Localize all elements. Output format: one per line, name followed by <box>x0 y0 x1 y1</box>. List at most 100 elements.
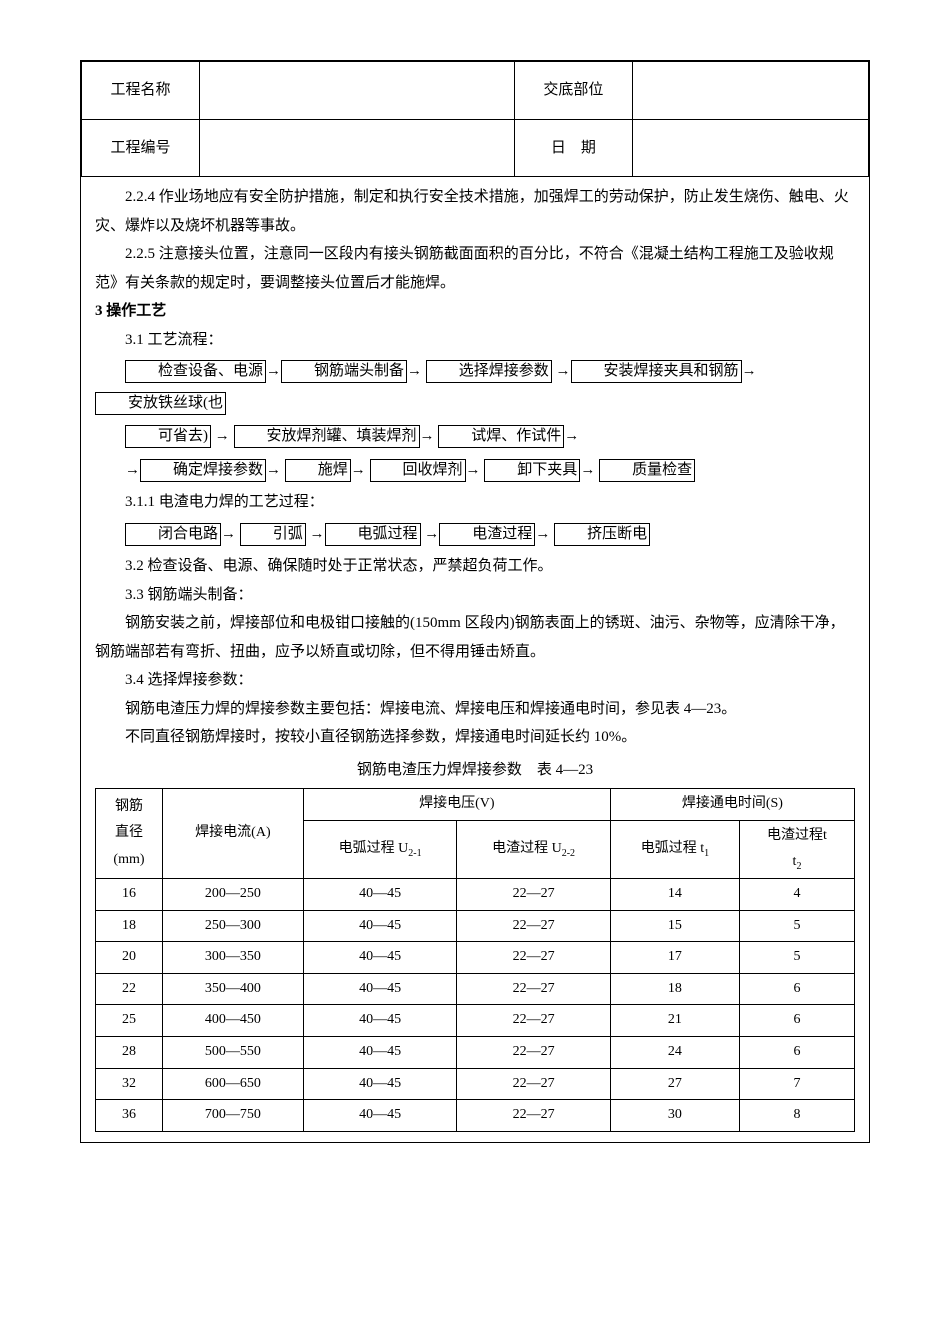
param-cell: 25 <box>96 1005 163 1037</box>
para-32: 3.2 检查设备、电源、确保随时处于正常状态，严禁超负荷工作。 <box>95 552 855 581</box>
param-cell: 40—45 <box>303 973 456 1005</box>
flow-box: 回收焊剂 <box>370 459 466 482</box>
section-label: 交底部位 <box>514 62 632 120</box>
param-cell: 18 <box>96 910 163 942</box>
flow-box: 电渣过程 <box>439 523 535 546</box>
param-cell: 15 <box>610 910 739 942</box>
col-time: 焊接通电时间(S) <box>610 789 854 821</box>
col-slag-t: 电渣过程t t2 <box>739 820 854 878</box>
col-current: 焊接电流(A) <box>162 789 303 879</box>
param-tbody: 16200—25040—4522—2714418250—30040—4522—2… <box>96 878 855 1131</box>
param-cell: 40—45 <box>303 910 456 942</box>
flow-box: 确定焊接参数 <box>140 459 266 482</box>
flow-box: 质量检查 <box>599 459 695 482</box>
param-cell: 40—45 <box>303 1100 456 1132</box>
param-cell: 24 <box>610 1036 739 1068</box>
flow-box: 闭合电路 <box>125 523 221 546</box>
arc-v-sub: 2-1 <box>408 848 421 859</box>
param-cell: 40—45 <box>303 878 456 910</box>
param-cell: 22—27 <box>457 942 610 974</box>
body-content: 2.2.4 作业场地应有安全防护措施，制定和执行安全技术措施，加强焊工的劳动保护… <box>81 177 869 1142</box>
param-cell: 22 <box>96 973 163 1005</box>
slag-v-sub: 2-2 <box>562 848 575 859</box>
project-name-label: 工程名称 <box>82 62 200 120</box>
param-cell: 22—27 <box>457 878 610 910</box>
flow-box: 施焊 <box>285 459 351 482</box>
project-no-label: 工程编号 <box>82 119 200 177</box>
param-cell: 32 <box>96 1068 163 1100</box>
param-cell: 500—550 <box>162 1036 303 1068</box>
param-row: 36700—75040—4522—27308 <box>96 1100 855 1132</box>
outer-border: 工程名称 交底部位 工程编号 日 期 2.2.4 作业场地应有安全防护措施，制定… <box>80 60 870 1143</box>
para-33: 3.3 钢筋端头制备： <box>95 581 855 610</box>
slag-t-sub: 2 <box>796 861 801 872</box>
flow-box: 安装焊接夹具和钢筋 <box>571 360 742 383</box>
param-cell: 300—350 <box>162 942 303 974</box>
param-cell: 40—45 <box>303 942 456 974</box>
param-cell: 21 <box>610 1005 739 1037</box>
param-cell: 27 <box>610 1068 739 1100</box>
param-row: 20300—35040—4522—27175 <box>96 942 855 974</box>
param-cell: 600—650 <box>162 1068 303 1100</box>
param-cell: 7 <box>739 1068 854 1100</box>
param-header-row-1: 钢筋直径(mm) 焊接电流(A) 焊接电压(V) 焊接通电时间(S) <box>96 789 855 821</box>
project-name-value <box>200 62 515 120</box>
para-33-body: 钢筋安装之前，焊接部位和电极钳口接触的(150mm 区段内)钢筋表面上的锈斑、油… <box>95 609 855 666</box>
flow-box: 选择焊接参数 <box>426 360 552 383</box>
col-dia-l3: (mm) <box>113 852 144 867</box>
param-cell: 22—27 <box>457 1068 610 1100</box>
flow-box: 引弧 <box>240 523 306 546</box>
flow-box: 安放焊剂罐、填装焊剂 <box>234 425 420 448</box>
param-cell: 22—27 <box>457 910 610 942</box>
arc-t-text: 电弧过程 t <box>641 841 704 856</box>
date-value <box>632 119 868 177</box>
param-cell: 400—450 <box>162 1005 303 1037</box>
param-cell: 30 <box>610 1100 739 1132</box>
param-cell: 20 <box>96 942 163 974</box>
flow-line-4: 闭合电路→ 引弧 →电弧过程 →电渣过程→ 挤压断电 <box>95 519 855 551</box>
page: 工程名称 交底部位 工程编号 日 期 2.2.4 作业场地应有安全防护措施，制定… <box>0 0 950 1183</box>
param-cell: 18 <box>610 973 739 1005</box>
flow-line-3: →确定焊接参数→ 施焊→ 回收焊剂→ 卸下夹具→ 质量检查 <box>95 455 855 487</box>
flow-line-1: 检查设备、电源→钢筋端头制备→ 选择焊接参数 →安装焊接夹具和钢筋→ 安放铁丝球… <box>95 356 855 419</box>
param-cell: 6 <box>739 1005 854 1037</box>
param-row: 18250—30040—4522—27155 <box>96 910 855 942</box>
param-row: 32600—65040—4522—27277 <box>96 1068 855 1100</box>
para-311: 3.1.1 电渣电力焊的工艺过程： <box>95 488 855 517</box>
param-cell: 6 <box>739 1036 854 1068</box>
param-cell: 40—45 <box>303 1036 456 1068</box>
param-cell: 200—250 <box>162 878 303 910</box>
para-34: 3.4 选择焊接参数： <box>95 666 855 695</box>
flow-box: 可省去) <box>125 425 211 448</box>
param-table-caption: 钢筋电渣压力焊焊接参数 表 4—23 <box>95 756 855 785</box>
param-cell: 36 <box>96 1100 163 1132</box>
flow-box: 安放铁丝球(也 <box>95 392 226 415</box>
param-cell: 6 <box>739 973 854 1005</box>
para-34-note: 不同直径钢筋焊接时，按较小直径钢筋选择参数，焊接通电时间延长约 10%。 <box>95 723 855 752</box>
slag-t-sub-line: t2 <box>793 854 802 869</box>
slag-t-text: 电渣过程t <box>767 828 827 843</box>
param-row: 28500—55040—4522—27246 <box>96 1036 855 1068</box>
flow-box: 检查设备、电源 <box>125 360 266 383</box>
project-no-value <box>200 119 515 177</box>
arc-t-sub: 1 <box>704 848 709 859</box>
param-cell: 700—750 <box>162 1100 303 1132</box>
col-dia-l2: 直径 <box>115 825 143 840</box>
param-row: 16200—25040—4522—27144 <box>96 878 855 910</box>
param-cell: 4 <box>739 878 854 910</box>
param-cell: 22—27 <box>457 1100 610 1132</box>
para-31: 3.1 工艺流程： <box>95 326 855 355</box>
param-cell: 40—45 <box>303 1005 456 1037</box>
header-table: 工程名称 交底部位 工程编号 日 期 <box>81 61 869 177</box>
para-224: 2.2.4 作业场地应有安全防护措施，制定和执行安全技术措施，加强焊工的劳动保护… <box>95 183 855 240</box>
param-row: 25400—45040—4522—27216 <box>96 1005 855 1037</box>
param-cell: 17 <box>610 942 739 974</box>
param-cell: 5 <box>739 910 854 942</box>
arc-v-text: 电弧过程 U <box>339 841 409 856</box>
section-value <box>632 62 868 120</box>
param-cell: 22—27 <box>457 973 610 1005</box>
flow-line-2: 可省去) → 安放焊剂罐、填装焊剂→ 试焊、作试件→ <box>95 421 855 453</box>
param-cell: 8 <box>739 1100 854 1132</box>
col-voltage: 焊接电压(V) <box>303 789 610 821</box>
param-cell: 22—27 <box>457 1036 610 1068</box>
